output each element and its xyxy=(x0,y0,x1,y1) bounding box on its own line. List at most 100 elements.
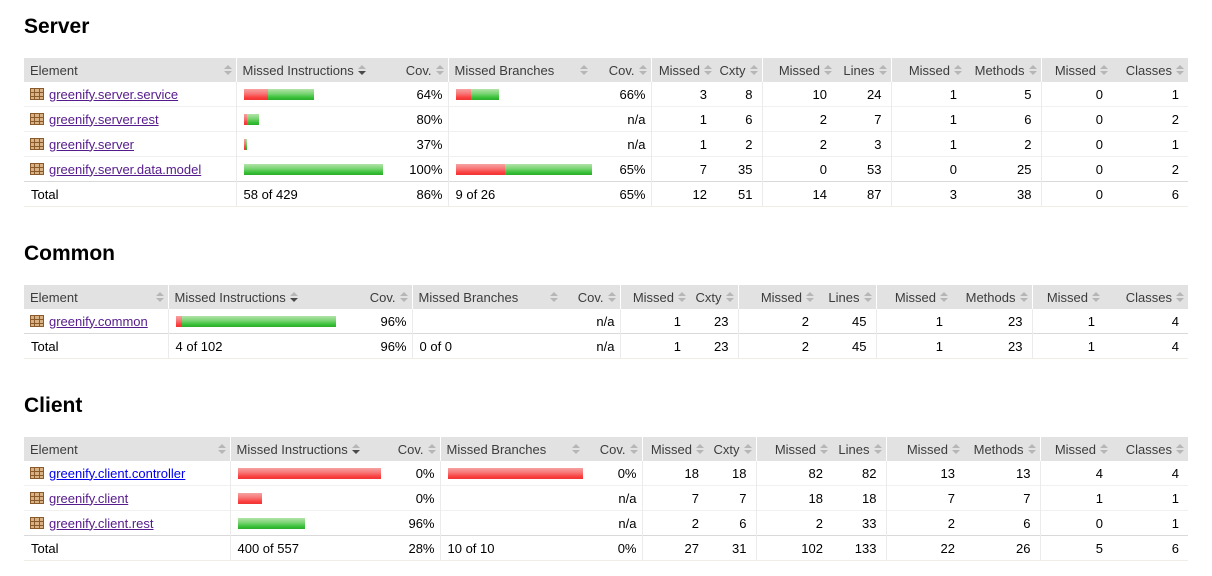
sort-up-arrow xyxy=(357,65,366,69)
metric-cell: 7 xyxy=(964,485,1040,511)
sort-icon xyxy=(217,444,226,454)
column-header-content: Missed xyxy=(1041,437,1113,461)
branches-coverage-bar xyxy=(447,467,583,479)
element-cell: greenify.server.service xyxy=(24,82,236,107)
column-header-lines-8[interactable]: Lines xyxy=(836,58,891,82)
sort-up-arrow xyxy=(289,292,298,296)
column-header-classes-12[interactable]: Classes xyxy=(1112,437,1188,461)
sort-down-arrow xyxy=(824,71,832,75)
column-header-label: Methods xyxy=(965,289,1016,305)
column-header-missed-5[interactable]: Missed xyxy=(641,437,708,461)
column-header-element-0[interactable]: Element xyxy=(24,437,230,461)
column-header-cov--4[interactable]: Cov. xyxy=(592,58,651,82)
branches-coverage-value: n/a xyxy=(592,106,651,132)
sort-down-arrow xyxy=(223,71,232,75)
column-header-missed-instructions-1[interactable]: Missed Instructions xyxy=(167,285,352,309)
column-header-missed-5[interactable]: Missed xyxy=(650,58,716,82)
metric-cell: 1 xyxy=(1171,86,1179,102)
column-header-cxty-6[interactable]: Cxty xyxy=(690,285,738,309)
package-link[interactable]: greenify.server.service xyxy=(49,86,179,102)
column-header-lines-8[interactable]: Lines xyxy=(832,437,886,461)
branches-coverage-bar-cell xyxy=(439,510,584,536)
column-header-cov--4[interactable]: Cov. xyxy=(584,437,642,461)
column-header-missed-7[interactable]: Missed xyxy=(755,437,832,461)
metric-cell: 13 xyxy=(1016,465,1031,481)
column-header-element-0[interactable]: Element xyxy=(24,285,168,309)
branches-coverage-bar-cell xyxy=(447,131,592,157)
sort-icon xyxy=(629,444,638,454)
column-header-missed-branches-3[interactable]: Missed Branches xyxy=(411,285,562,309)
instructions-coverage-bar-cell xyxy=(235,131,390,157)
column-header-cov--2[interactable]: Cov. xyxy=(390,58,448,82)
instructions-coverage-bar-covered-segment xyxy=(237,517,305,529)
column-header-missed-11[interactable]: Missed xyxy=(1031,285,1104,309)
column-header-content: Cxty xyxy=(708,437,756,461)
column-header-label: Cxty xyxy=(719,62,746,78)
package-link[interactable]: greenify.client xyxy=(49,490,129,506)
section-common: Common Element Missed Instructions Cov. Miss… xyxy=(24,243,1212,359)
sort-icon xyxy=(351,444,360,454)
column-header-missed-11[interactable]: Missed xyxy=(1039,437,1113,461)
column-header-label: Cov. xyxy=(599,441,626,457)
column-header-missed-7[interactable]: Missed xyxy=(761,58,836,82)
coverage-table-client: Element Missed Instructions Cov. Missed Bra… xyxy=(24,437,1188,561)
total-row: Total 58 of 429 86% 9 of 26 65% 12 51 14 87 3 38 0 6 xyxy=(24,181,1188,207)
column-header-missed-9[interactable]: Missed xyxy=(885,437,964,461)
column-header-missed-11[interactable]: Missed xyxy=(1040,58,1112,82)
package-icon xyxy=(30,113,44,125)
column-header-missed-9[interactable]: Missed xyxy=(875,285,952,309)
column-header-cov--2[interactable]: Cov. xyxy=(352,285,412,309)
column-header-methods-10[interactable]: Methods xyxy=(952,285,1032,309)
metric-cell: 0 xyxy=(761,156,836,182)
sort-down-arrow xyxy=(725,298,734,302)
column-header-missed-9[interactable]: Missed xyxy=(890,58,966,82)
column-header-missed-branches-3[interactable]: Missed Branches xyxy=(439,437,584,461)
column-header-classes-12[interactable]: Classes xyxy=(1104,285,1188,309)
total-metric-cell: 2 xyxy=(737,333,818,359)
metric-cell: 18 xyxy=(832,485,886,511)
column-header-lines-8[interactable]: Lines xyxy=(818,285,876,309)
column-header-missed-7[interactable]: Missed xyxy=(737,285,818,309)
column-header-missed-branches-3[interactable]: Missed Branches xyxy=(447,58,592,82)
sort-icon xyxy=(607,292,616,302)
total-label: Total xyxy=(24,535,230,561)
column-header-methods-10[interactable]: Methods xyxy=(966,58,1041,82)
column-header-methods-10[interactable]: Methods xyxy=(964,437,1040,461)
table-row: greenify.server.data.model 100% 65% 7 35 0 53 0… xyxy=(24,156,1188,182)
package-link[interactable]: greenify.server xyxy=(49,136,135,152)
column-header-cxty-6[interactable]: Cxty xyxy=(716,58,762,82)
column-header-content: Cov. xyxy=(352,285,412,309)
column-header-classes-12[interactable]: Classes xyxy=(1112,58,1188,82)
branches-coverage-bar xyxy=(455,88,499,100)
package-link[interactable]: greenify.server.rest xyxy=(49,111,159,127)
instructions-coverage-bar-cell xyxy=(235,82,390,107)
column-header-cxty-6[interactable]: Cxty xyxy=(708,437,756,461)
column-header-label: Missed xyxy=(908,62,950,78)
column-header-cov--2[interactable]: Cov. xyxy=(382,437,440,461)
package-link[interactable]: greenify.server.data.model xyxy=(49,161,202,177)
package-link[interactable]: greenify.client.rest xyxy=(49,515,154,531)
package-link[interactable]: greenify.client.controller xyxy=(49,465,186,481)
sort-down-arrow xyxy=(678,298,686,302)
column-header-missed-5[interactable]: Missed xyxy=(619,285,690,309)
sort-icon xyxy=(1019,292,1028,302)
metric-cell: 3 xyxy=(650,82,716,107)
total-branches-coverage: 0% xyxy=(584,535,642,561)
sort-down-arrow xyxy=(1028,71,1037,75)
sort-down-arrow xyxy=(1176,298,1184,302)
total-instructions: 58 of 429 xyxy=(235,181,390,207)
package-link[interactable]: greenify.common xyxy=(49,313,148,329)
column-header-missed-instructions-1[interactable]: Missed Instructions xyxy=(229,437,382,461)
column-header-cov--4[interactable]: Cov. xyxy=(562,285,620,309)
sort-up-arrow xyxy=(1100,65,1108,69)
instructions-coverage-value: 80% xyxy=(390,106,448,132)
column-header-content: Cov. xyxy=(382,437,440,461)
instructions-coverage-bar xyxy=(243,163,383,175)
column-header-element-0[interactable]: Element xyxy=(24,58,236,82)
coverage-report: Server Element Missed Instructions Cov. Miss… xyxy=(0,16,1212,561)
sort-down-arrow xyxy=(878,71,887,75)
sort-up-arrow xyxy=(550,292,558,296)
sort-down-arrow xyxy=(1176,71,1184,75)
column-header-missed-instructions-1[interactable]: Missed Instructions xyxy=(235,58,390,82)
column-header-label: Missed Branches xyxy=(418,289,519,305)
